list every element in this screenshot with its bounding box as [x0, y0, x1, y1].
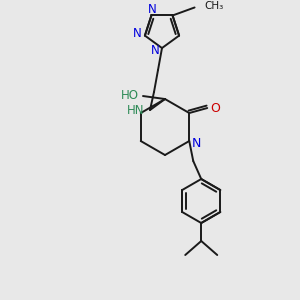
Text: HO: HO — [121, 88, 139, 101]
Text: O: O — [210, 101, 220, 115]
Text: N: N — [148, 3, 157, 16]
Text: N: N — [133, 27, 141, 40]
Text: N: N — [151, 44, 159, 56]
Text: N: N — [192, 136, 201, 149]
Text: CH₃: CH₃ — [205, 2, 224, 11]
Text: HN: HN — [127, 103, 145, 116]
